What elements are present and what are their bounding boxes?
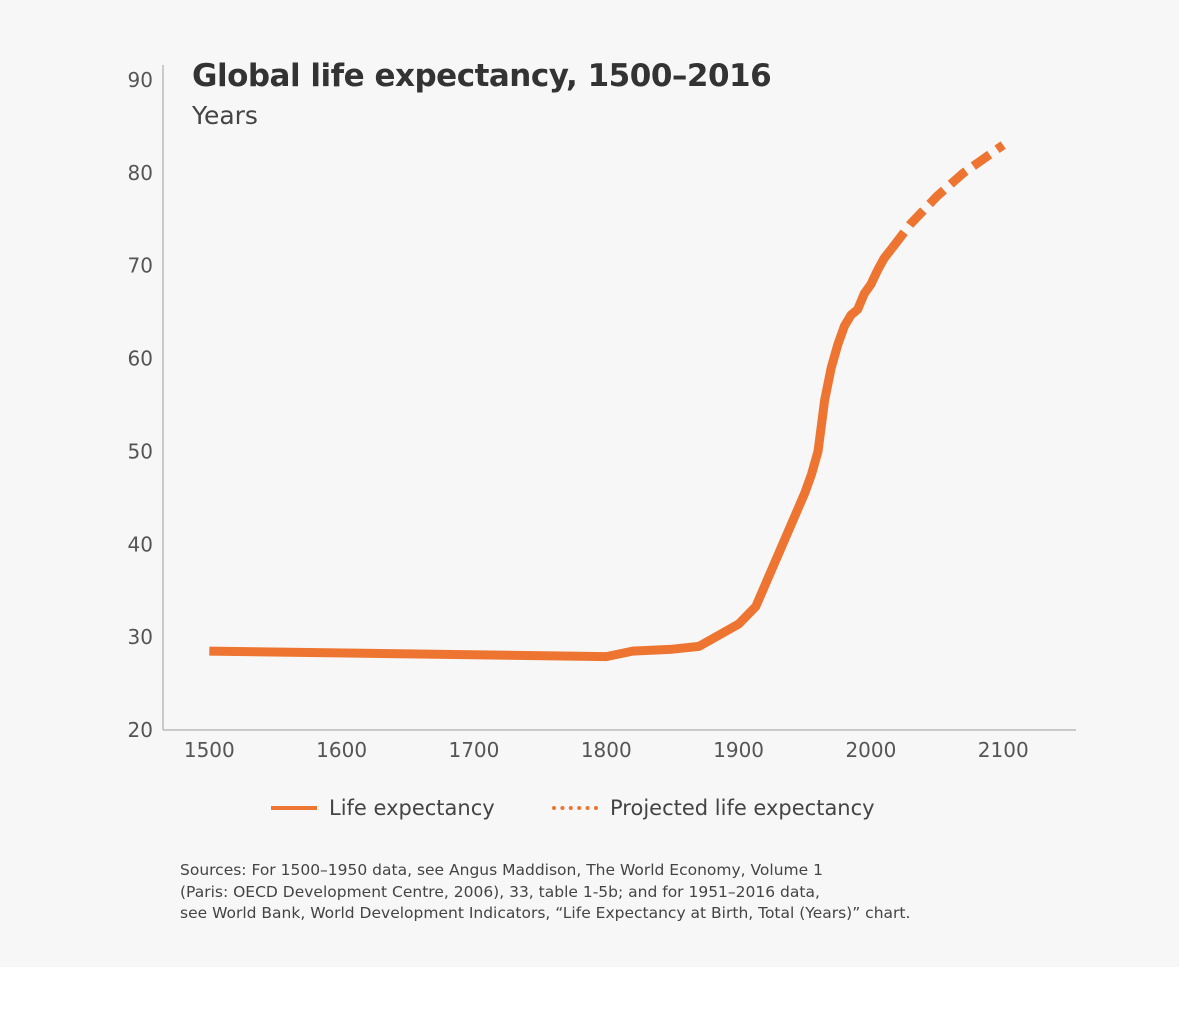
projected-life-expectancy-line xyxy=(888,141,1006,251)
y-tick-label: 70 xyxy=(128,254,153,278)
life-expectancy-chart: 20 30 40 50 60 70 80 90 1500 1600 1700 1800 1900 200… xyxy=(128,65,1076,762)
chart-subtitle: Years xyxy=(192,101,258,130)
x-tick-labels: 1500 1600 1700 1800 1900 2000 2100 xyxy=(184,738,1029,762)
legend-label-life-expectancy: Life expectancy xyxy=(329,796,495,820)
x-tick-label: 1900 xyxy=(713,738,764,762)
legend-swatch-solid xyxy=(271,806,317,810)
x-tick-label: 2000 xyxy=(845,738,896,762)
y-tick-label: 40 xyxy=(128,532,153,556)
y-tick-label: 50 xyxy=(128,439,153,463)
sources-line: see World Bank, World Development Indica… xyxy=(180,904,911,922)
chart-axes xyxy=(162,65,1076,731)
chart-title: Global life expectancy, 1500–2016 xyxy=(192,58,772,94)
x-tick-label: 1800 xyxy=(581,738,632,762)
x-tick-label: 1500 xyxy=(184,738,235,762)
y-tick-label: 80 xyxy=(128,161,153,185)
legend-swatch-dashed xyxy=(552,806,598,810)
x-tick-label: 1700 xyxy=(448,738,499,762)
legend-item-life-expectancy: Life expectancy xyxy=(271,796,495,820)
series-lines xyxy=(209,141,1006,662)
y-tick-label: 20 xyxy=(128,718,153,742)
life-expectancy-line xyxy=(209,245,896,662)
sources-line: Sources: For 1500–1950 data, see Angus M… xyxy=(180,861,823,879)
y-tick-label: 60 xyxy=(128,347,153,371)
legend-item-projected: Projected life expectancy xyxy=(552,796,875,820)
y-tick-label: 30 xyxy=(128,625,153,649)
chart-legend: Life expectancy Projected life expectanc… xyxy=(0,796,1179,826)
x-tick-label: 2100 xyxy=(978,738,1029,762)
legend-label-projected: Projected life expectancy xyxy=(610,796,875,820)
y-tick-label: 90 xyxy=(128,68,153,92)
sources-note: Sources: For 1500–1950 data, see Angus M… xyxy=(180,860,1080,925)
y-tick-labels: 20 30 40 50 60 70 80 90 xyxy=(128,68,153,742)
sources-line: (Paris: OECD Development Centre, 2006), … xyxy=(180,882,820,901)
x-tick-label: 1600 xyxy=(316,738,367,762)
